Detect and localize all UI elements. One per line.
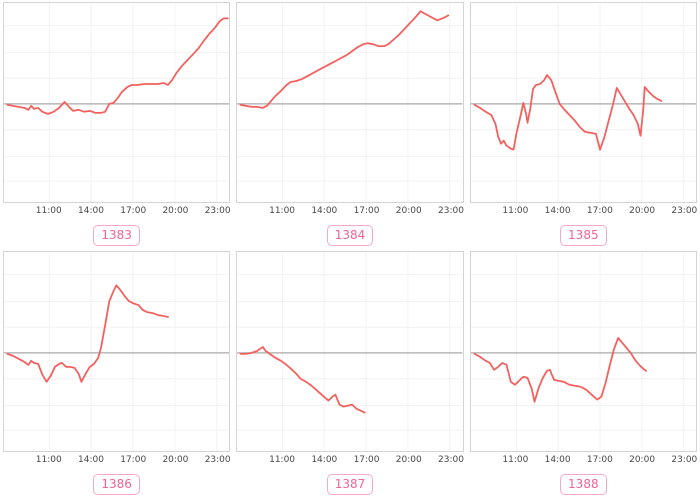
badge-row: 1384	[236, 224, 463, 246]
line-chart-svg	[4, 3, 230, 202]
x-axis-tick-label: 14:00	[544, 206, 571, 216]
line-chart-svg	[4, 252, 230, 451]
x-axis-labels: 11:00 14:00 17:00 20:00 23:00	[470, 455, 697, 467]
line-chart-svg	[237, 252, 463, 451]
x-axis-tick-label: 23:00	[671, 206, 698, 216]
line-chart-svg	[237, 3, 463, 202]
chart-cell-1388: 11:00 14:00 17:00 20:00 23:00 1388	[467, 249, 700, 498]
line-chart-svg	[470, 3, 696, 202]
chart-panel[interactable]	[469, 2, 697, 203]
chart-cell-1385: 11:00 14:00 17:00 20:00 23:00 1385	[467, 0, 700, 249]
x-axis-tick-label: 14:00	[78, 206, 104, 216]
chart-panel[interactable]	[236, 2, 464, 203]
x-axis-tick-label: 14:00	[311, 206, 338, 216]
chart-panel[interactable]	[3, 251, 231, 452]
x-axis-labels: 11:00 14:00 17:00 20:00 23:00	[3, 455, 231, 467]
chart-cell-1383: 11:00 14:00 17:00 20:00 23:00 1383	[0, 0, 233, 249]
x-axis-tick-label: 20:00	[162, 206, 189, 216]
x-axis-tick-label: 20:00	[395, 206, 422, 216]
chart-panel[interactable]	[469, 251, 697, 452]
x-axis-labels: 11:00 14:00 17:00 20:00 23:00	[3, 206, 231, 218]
x-axis-tick-label: 20:00	[162, 455, 189, 465]
x-axis-tick-label: 11:00	[35, 206, 62, 216]
x-axis-tick-label: 11:00	[269, 455, 296, 465]
chart-panel[interactable]	[236, 251, 464, 452]
x-axis-labels: 11:00 14:00 17:00 20:00 23:00	[236, 206, 464, 218]
x-axis-tick-label: 14:00	[78, 455, 104, 465]
x-axis-tick-label: 11:00	[269, 206, 296, 216]
chart-cell-1387: 11:00 14:00 17:00 20:00 23:00 1387	[233, 249, 466, 498]
x-axis-tick-label: 17:00	[586, 455, 613, 465]
chart-panel[interactable]	[3, 2, 231, 203]
x-axis-tick-label: 14:00	[311, 455, 338, 465]
x-axis-tick-label: 23:00	[204, 455, 231, 465]
chart-cell-1384: 11:00 14:00 17:00 20:00 23:00 1384	[233, 0, 466, 249]
x-axis-tick-label: 11:00	[502, 455, 529, 465]
x-axis-tick-label: 17:00	[353, 206, 380, 216]
chart-id-badge[interactable]: 1388	[560, 474, 607, 495]
badge-row: 1383	[3, 224, 230, 246]
x-axis-tick-label: 14:00	[544, 455, 571, 465]
x-axis-labels: 11:00 14:00 17:00 20:00 23:00	[470, 206, 697, 218]
chart-id-badge[interactable]: 1383	[93, 225, 140, 246]
x-axis-tick-label: 20:00	[629, 455, 656, 465]
line-chart-svg	[470, 252, 696, 451]
x-axis-tick-label: 17:00	[586, 206, 613, 216]
badge-row: 1388	[470, 473, 697, 495]
x-axis-tick-label: 23:00	[204, 206, 231, 216]
chart-id-badge[interactable]: 1387	[326, 474, 374, 495]
x-axis-tick-label: 20:00	[629, 206, 656, 216]
badge-row: 1385	[470, 224, 697, 246]
badge-row: 1386	[3, 473, 230, 495]
x-axis-tick-label: 17:00	[120, 455, 147, 465]
x-axis-tick-label: 23:00	[671, 455, 698, 465]
x-axis-tick-label: 11:00	[502, 206, 529, 216]
x-axis-tick-label: 20:00	[395, 455, 422, 465]
x-axis-tick-label: 23:00	[438, 455, 464, 465]
x-axis-tick-label: 17:00	[120, 206, 147, 216]
chart-cell-1386: 11:00 14:00 17:00 20:00 23:00 1386	[0, 249, 233, 498]
x-axis-tick-label: 17:00	[353, 455, 380, 465]
chart-id-badge[interactable]: 1386	[93, 474, 140, 495]
x-axis-labels: 11:00 14:00 17:00 20:00 23:00	[236, 455, 464, 467]
badge-row: 1387	[236, 473, 463, 495]
x-axis-tick-label: 23:00	[438, 206, 464, 216]
chart-id-badge[interactable]: 1385	[560, 225, 607, 246]
chart-id-badge[interactable]: 1384	[326, 225, 374, 246]
x-axis-tick-label: 11:00	[35, 455, 62, 465]
